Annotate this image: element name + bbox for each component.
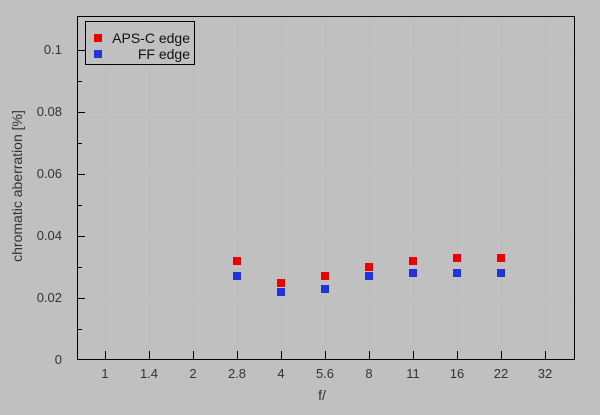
y-minor-tick-mark (78, 267, 82, 268)
plot-area (77, 16, 575, 360)
gridline-vertical (149, 17, 150, 359)
legend-item-apsc: APS-C edge (86, 30, 194, 46)
x-tick-label: 2 (189, 366, 197, 381)
y-tick-mark (78, 174, 85, 175)
x-tick-mark (501, 351, 502, 360)
y-tick-mark (78, 112, 85, 113)
x-tick-mark (413, 351, 414, 360)
gridline-horizontal (78, 174, 574, 175)
gridline-horizontal (78, 298, 574, 299)
x-tick-mark (457, 351, 458, 360)
y-tick-label: 0.08 (36, 104, 62, 119)
y-tick-mark (78, 236, 85, 237)
x-tick-mark (325, 351, 326, 360)
gridline-vertical (369, 17, 370, 359)
x-tick-label: 22 (493, 366, 509, 381)
data-point-ff (321, 285, 329, 293)
x-tick-label: 11 (406, 366, 420, 381)
y-minor-tick-mark (78, 143, 82, 144)
gridline-vertical (545, 17, 546, 359)
x-tick-label: 2.8 (227, 366, 247, 381)
gridline-horizontal (78, 236, 574, 237)
x-tick-label: 5.6 (315, 366, 335, 381)
x-tick-mark (149, 351, 150, 360)
legend-label-ff: FF edge (137, 46, 190, 62)
data-point-ff (277, 288, 285, 296)
x-tick-label: 32 (537, 366, 553, 381)
gridline-vertical (501, 17, 502, 359)
y-tick-mark (78, 298, 85, 299)
y-minor-tick-mark (78, 81, 82, 82)
x-tick-label: 4 (277, 366, 285, 381)
y-tick-label: 0 (54, 352, 62, 367)
gridline-vertical (325, 17, 326, 359)
x-tick-mark (369, 351, 370, 360)
x-tick-label: 16 (449, 366, 465, 381)
y-axis-title: chromatic aberration [%] (9, 110, 25, 262)
data-point-apsc (497, 254, 505, 262)
data-point-apsc (321, 272, 329, 280)
gridline-vertical (193, 17, 194, 359)
y-tick-label: 0.06 (36, 166, 62, 181)
gridline-vertical (281, 17, 282, 359)
gridline-vertical (413, 17, 414, 359)
data-point-apsc (365, 263, 373, 271)
y-tick-label: 0.02 (36, 290, 62, 305)
data-point-apsc (233, 257, 241, 265)
x-tick-mark (193, 351, 194, 360)
gridline-horizontal (78, 112, 574, 113)
data-point-ff (409, 269, 417, 277)
y-tick-label: 0.1 (43, 42, 62, 57)
y-tick-mark (78, 50, 85, 51)
data-point-apsc (277, 279, 285, 287)
x-tick-label: 1.4 (139, 366, 159, 381)
y-minor-tick-mark (78, 329, 82, 330)
legend-marker-apsc-icon (94, 34, 102, 42)
y-tick-label: 0.04 (36, 228, 62, 243)
y-minor-tick-mark (78, 205, 82, 206)
x-tick-mark (237, 351, 238, 360)
data-point-ff (233, 272, 241, 280)
legend: APS-C edge FF edge (85, 21, 195, 65)
data-point-ff (365, 272, 373, 280)
legend-label-apsc: APS-C edge (112, 30, 190, 46)
data-point-apsc (409, 257, 417, 265)
gridline-vertical (457, 17, 458, 359)
data-point-ff (453, 269, 461, 277)
x-tick-mark (545, 351, 546, 360)
data-point-apsc (453, 254, 461, 262)
gridline-horizontal (78, 50, 574, 51)
gridline-vertical (237, 17, 238, 359)
x-tick-label: 1 (101, 366, 109, 381)
data-point-ff (497, 269, 505, 277)
x-tick-label: 8 (365, 366, 373, 381)
x-axis-title: f/ (318, 387, 326, 403)
gridline-vertical (105, 17, 106, 359)
legend-item-ff: FF edge (86, 46, 194, 62)
legend-marker-ff-icon (94, 50, 102, 58)
x-tick-mark (281, 351, 282, 360)
x-tick-mark (105, 351, 106, 360)
